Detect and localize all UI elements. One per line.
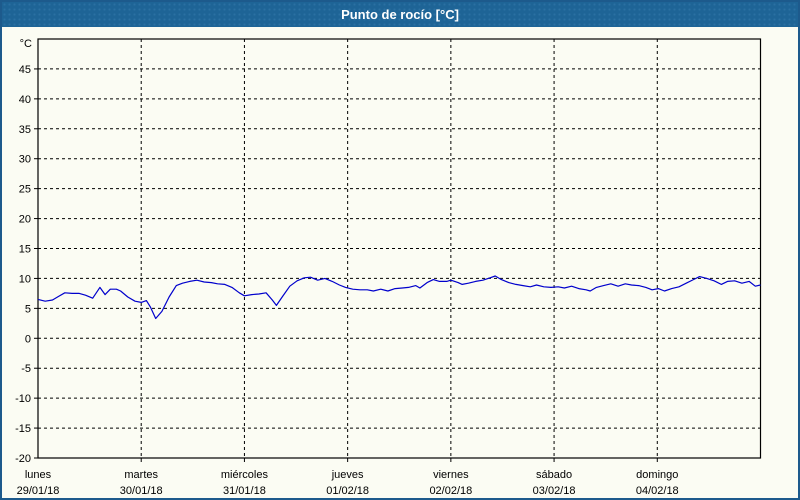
y-axis-labels: -20 -15 -10 -5 0 5 10 15 20 25 30 35 40 45 °C	[15, 38, 32, 465]
svg-text:jueves: jueves	[331, 469, 364, 481]
svg-text:31/01/18: 31/01/18	[223, 485, 266, 497]
chart-header: Punto de rocío [°C]	[2, 2, 798, 27]
svg-text:-5: -5	[21, 363, 31, 375]
svg-text:sábado: sábado	[536, 469, 572, 481]
chart-title: Punto de rocío [°C]	[341, 7, 459, 22]
svg-text:martes: martes	[124, 469, 158, 481]
svg-text:-15: -15	[15, 423, 31, 435]
x-axis-labels: lunes 29/01/18 martes 30/01/18 miércoles 31/0…	[17, 469, 679, 497]
svg-text:01/02/18: 01/02/18	[326, 485, 369, 497]
svg-text:04/02/18: 04/02/18	[636, 485, 679, 497]
svg-text:-10: -10	[15, 393, 31, 405]
svg-text:domingo: domingo	[636, 469, 678, 481]
svg-text:°C: °C	[20, 38, 32, 50]
svg-text:20: 20	[19, 214, 31, 226]
svg-text:45: 45	[19, 64, 31, 76]
svg-text:30: 30	[19, 154, 31, 166]
svg-text:35: 35	[19, 124, 31, 136]
svg-text:-20: -20	[15, 453, 31, 465]
plot-frame	[34, 38, 762, 462]
dewpoint-chart-canvas: -20 -15 -10 -5 0 5 10 15 20 25 30 35 40 45 °C lunes 29/0…	[15, 38, 762, 497]
svg-text:miércoles: miércoles	[221, 469, 269, 481]
svg-text:10: 10	[19, 273, 31, 285]
svg-text:viernes: viernes	[433, 469, 469, 481]
svg-text:lunes: lunes	[25, 469, 52, 481]
gridlines	[38, 39, 761, 458]
svg-text:25: 25	[19, 184, 31, 196]
svg-text:30/01/18: 30/01/18	[120, 485, 163, 497]
svg-text:0: 0	[25, 333, 31, 345]
svg-text:15: 15	[19, 244, 31, 256]
svg-text:29/01/18: 29/01/18	[17, 485, 60, 497]
chart-area: -20 -15 -10 -5 0 5 10 15 20 25 30 35 40 45 °C lunes 29/0…	[2, 27, 798, 498]
data-line	[37, 275, 761, 320]
svg-text:5: 5	[25, 303, 31, 315]
svg-text:40: 40	[19, 94, 31, 106]
svg-text:02/02/18: 02/02/18	[429, 485, 472, 497]
svg-text:03/02/18: 03/02/18	[533, 485, 576, 497]
